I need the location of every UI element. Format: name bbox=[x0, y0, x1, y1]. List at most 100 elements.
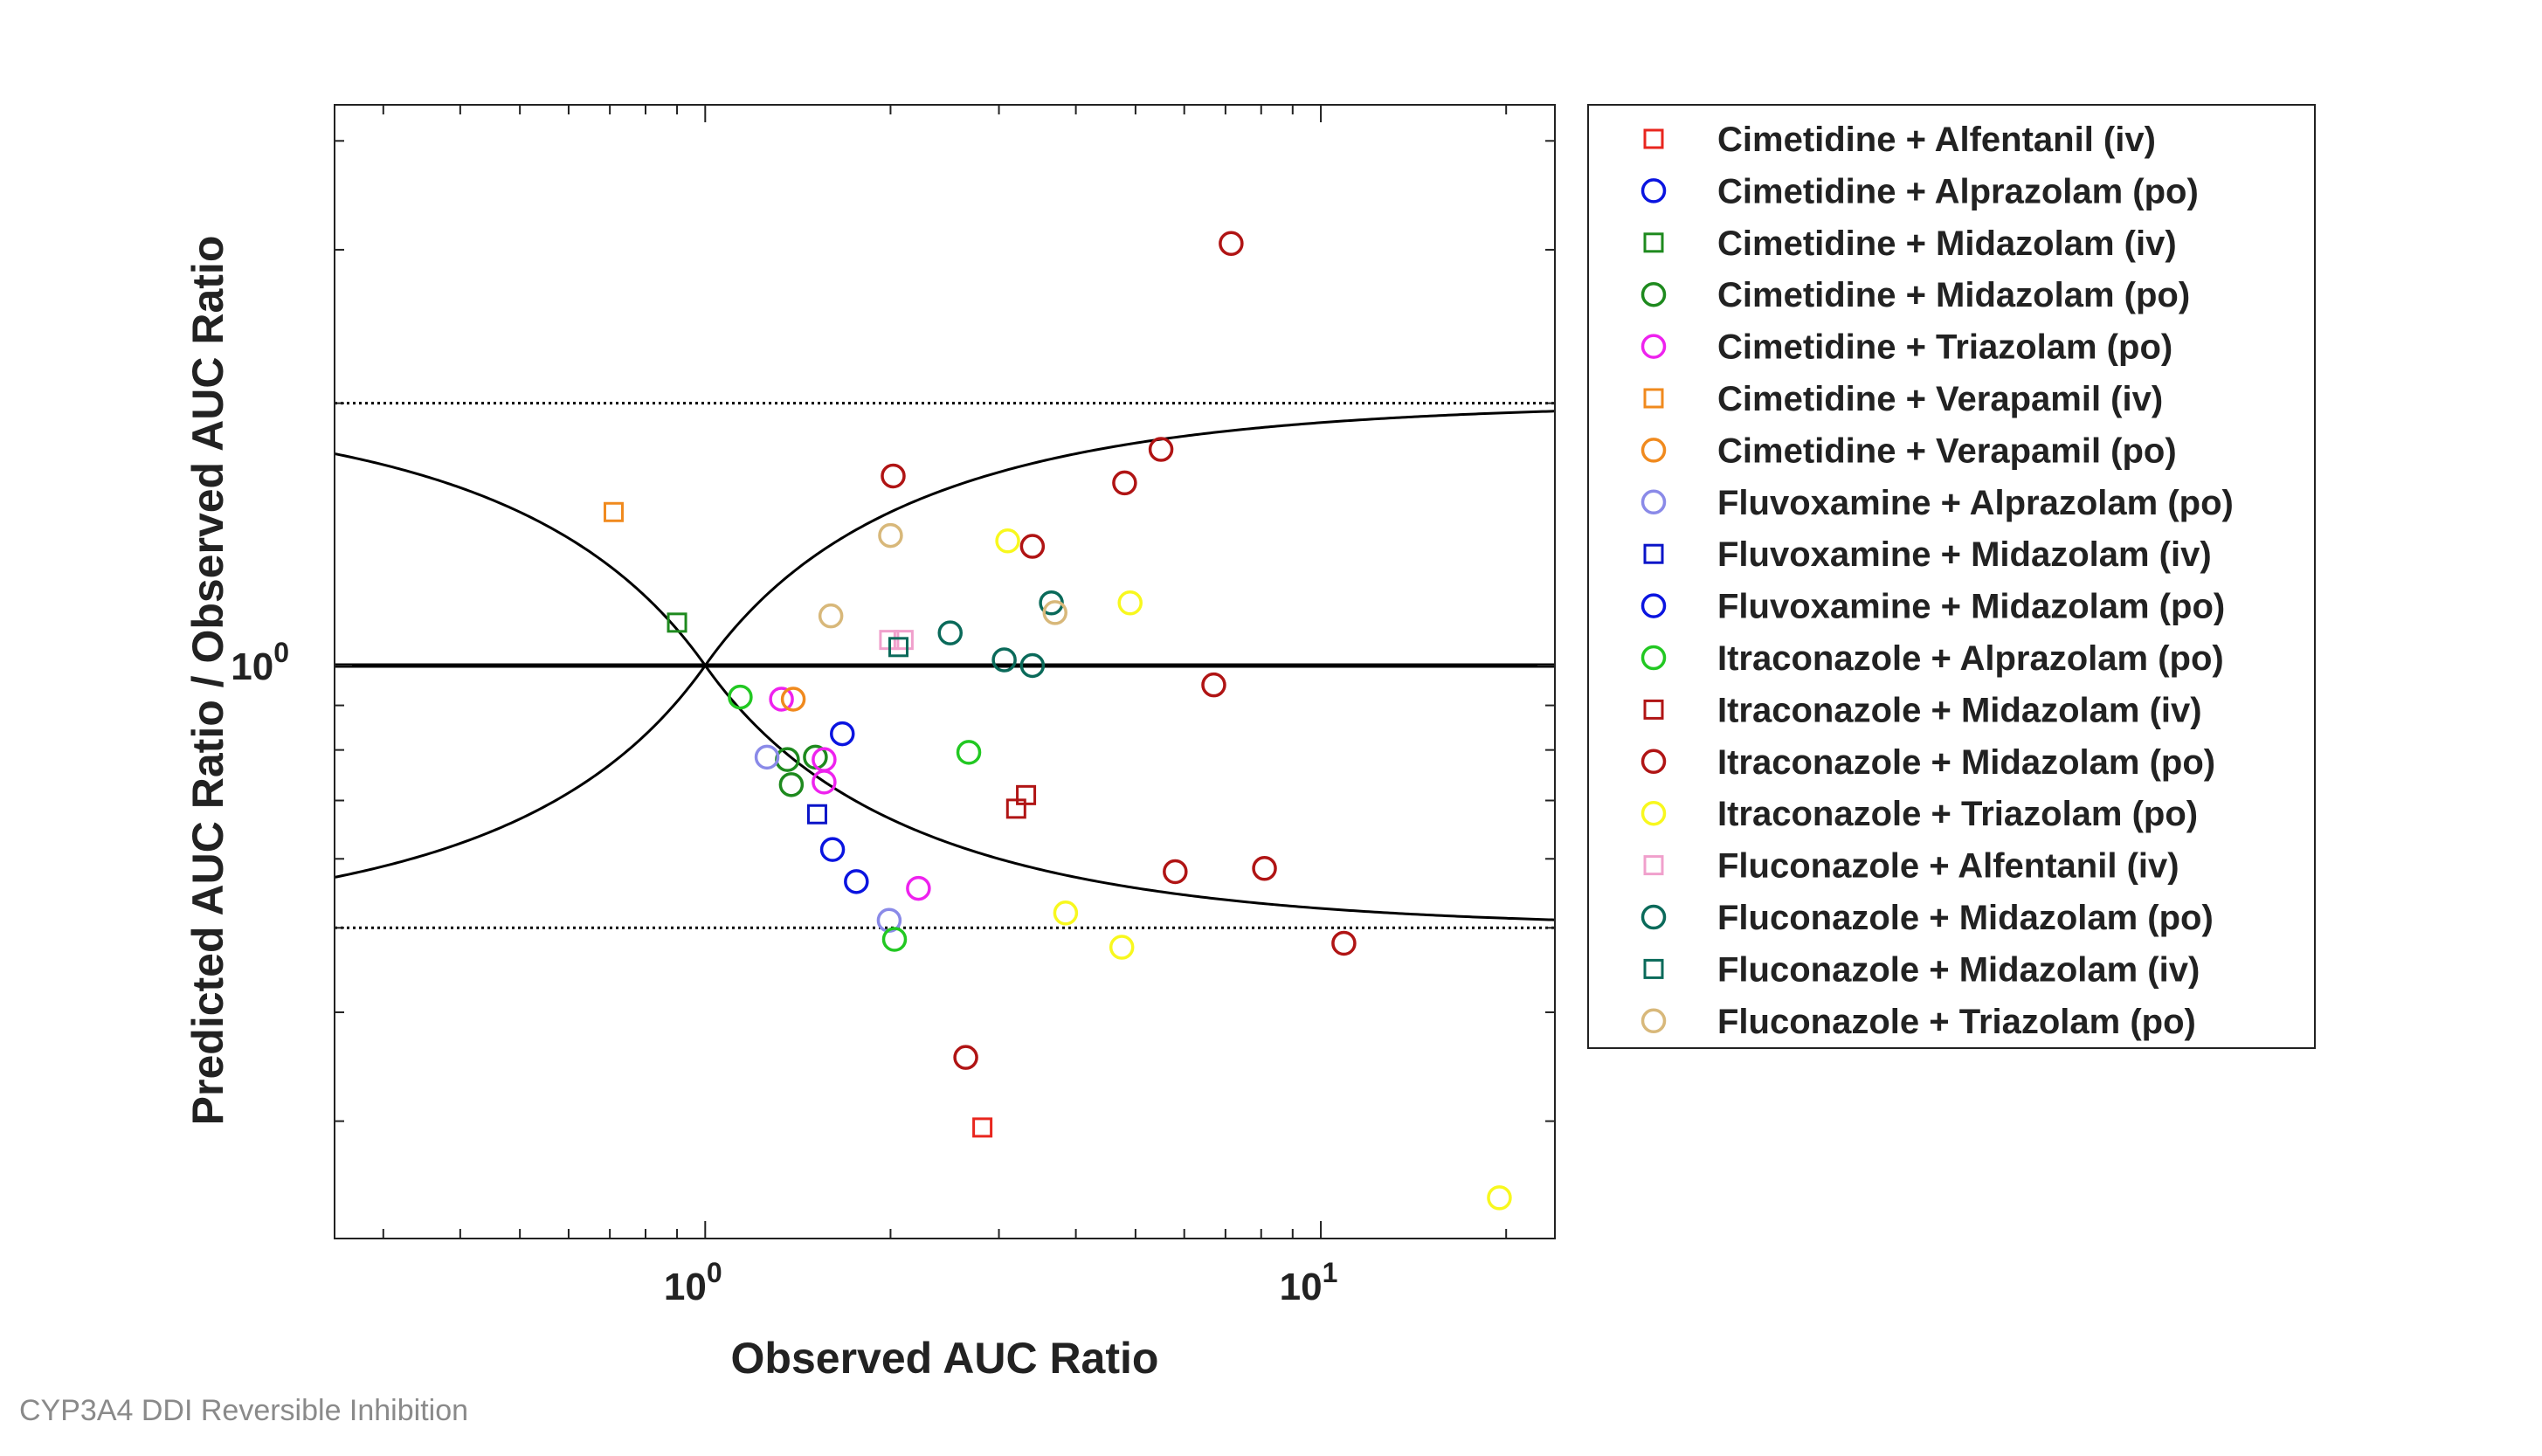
data-point bbox=[1053, 901, 1079, 926]
legend-marker bbox=[1641, 1008, 1667, 1034]
legend-marker bbox=[1641, 334, 1667, 359]
data-point bbox=[1117, 590, 1143, 616]
data-point bbox=[956, 740, 982, 765]
legend-label: Itraconazole + Alprazolam (po) bbox=[1717, 639, 2224, 678]
data-point bbox=[1016, 784, 1037, 805]
legend-marker bbox=[1643, 232, 1664, 253]
data-point bbox=[995, 528, 1020, 554]
legend-entry: Itraconazole + Alprazolam (po) bbox=[1641, 639, 2224, 678]
legend-entry: Cimetidine + Alfentanil (iv) bbox=[1643, 121, 2156, 159]
legend-marker bbox=[1641, 800, 1667, 826]
series-6 bbox=[780, 687, 806, 712]
legend: Cimetidine + Alfentanil (iv) Cimetidine +… bbox=[1587, 104, 2316, 1049]
legend-label: Cimetidine + Verapamil (iv) bbox=[1717, 380, 2163, 418]
data-point bbox=[972, 1117, 993, 1138]
legend-marker bbox=[1641, 904, 1667, 930]
legend-marker bbox=[1643, 699, 1664, 720]
y-axis-label: Predicted AUC Ratio / Observed AUC Ratio bbox=[183, 236, 232, 1126]
series-17 bbox=[818, 522, 1067, 629]
legend-marker bbox=[1641, 645, 1667, 671]
x-tick-label: 101 bbox=[1280, 1257, 1338, 1308]
data-point bbox=[937, 620, 963, 645]
legend-marker bbox=[1643, 543, 1664, 564]
legend-label: Cimetidine + Triazolam (po) bbox=[1717, 328, 2172, 367]
legend-label: Cimetidine + Midazolam (iv) bbox=[1717, 224, 2177, 263]
data-point bbox=[780, 687, 806, 712]
legend-marker bbox=[1641, 178, 1667, 204]
data-point bbox=[1331, 930, 1357, 956]
series-2 bbox=[667, 612, 687, 633]
legend-marker bbox=[1643, 958, 1664, 979]
legend-entry: Cimetidine + Alprazolam (po) bbox=[1641, 172, 2199, 210]
data-point bbox=[754, 744, 780, 770]
legend-entry: Cimetidine + Midazolam (po) bbox=[1641, 276, 2190, 314]
legend-label: Itraconazole + Triazolam (po) bbox=[1717, 795, 2198, 833]
series-12 bbox=[881, 231, 1357, 1070]
data-point bbox=[906, 875, 931, 901]
series-13 bbox=[995, 528, 1512, 1211]
series-16 bbox=[888, 637, 908, 658]
legend-entry: Fluconazole + Midazolam (po) bbox=[1641, 899, 2214, 937]
guest-limit-upper-curve bbox=[335, 410, 1555, 879]
legend-marker bbox=[1643, 388, 1664, 409]
series-10 bbox=[728, 684, 982, 952]
x-axis-label: Observed AUC Ratio bbox=[731, 1334, 1159, 1383]
legend-entry: Cimetidine + Verapamil (iv) bbox=[1643, 380, 2163, 418]
legend-entry: Itraconazole + Midazolam (po) bbox=[1641, 743, 2215, 782]
data-point bbox=[778, 772, 805, 797]
legend-entry: Itraconazole + Triazolam (po) bbox=[1641, 795, 2198, 833]
data-point bbox=[1487, 1185, 1512, 1211]
series-0 bbox=[972, 1117, 993, 1138]
data-point bbox=[812, 769, 837, 795]
data-point bbox=[1019, 652, 1046, 679]
plot-area bbox=[335, 231, 1555, 1211]
legend-label: Fluconazole + Triazolam (po) bbox=[1717, 1003, 2196, 1041]
series-9 bbox=[819, 721, 869, 894]
legend-marker bbox=[1641, 489, 1667, 515]
legend-label: Itraconazole + Midazolam (po) bbox=[1717, 743, 2215, 782]
series-8 bbox=[806, 804, 827, 825]
data-point bbox=[893, 630, 914, 651]
legend-entry: Cimetidine + Triazolam (po) bbox=[1641, 328, 2172, 367]
data-point bbox=[1112, 470, 1137, 496]
legend-marker bbox=[1643, 855, 1664, 876]
legend-label: Fluconazole + Midazolam (iv) bbox=[1717, 950, 2200, 989]
data-point bbox=[881, 927, 908, 952]
data-point bbox=[1163, 859, 1188, 885]
legend-label: Cimetidine + Midazolam (po) bbox=[1717, 276, 2190, 314]
legend-box bbox=[1587, 104, 2316, 1049]
legend-marker bbox=[1641, 593, 1667, 618]
legend-label: Cimetidine + Verapamil (po) bbox=[1717, 431, 2177, 470]
data-point bbox=[991, 647, 1017, 673]
legend-entry: Cimetidine + Verapamil (po) bbox=[1641, 431, 2177, 470]
legend-label: Fluconazole + Midazolam (po) bbox=[1717, 899, 2214, 937]
legend-marker bbox=[1643, 128, 1664, 149]
footer-caption: CYP3A4 DDI Reversible Inhibition bbox=[19, 1394, 469, 1427]
legend-label: Fluvoxamine + Alprazolam (po) bbox=[1717, 484, 2234, 522]
legend-label: Cimetidine + Alprazolam (po) bbox=[1717, 172, 2199, 210]
data-point bbox=[1042, 600, 1067, 625]
data-point bbox=[818, 603, 844, 629]
legend-entry: Fluconazole + Alfentanil (iv) bbox=[1643, 847, 2179, 886]
legend-marker bbox=[1641, 749, 1667, 775]
legend-marker bbox=[1641, 281, 1667, 307]
legend-entry: Fluvoxamine + Midazolam (iv) bbox=[1643, 535, 2212, 574]
y-tick-label: 100 bbox=[231, 637, 289, 688]
data-point bbox=[667, 612, 687, 633]
guest-limit-lower-curve bbox=[335, 452, 1555, 921]
data-point bbox=[806, 804, 827, 825]
data-point bbox=[1148, 437, 1174, 462]
y-tick-label-exponent: 0 bbox=[273, 637, 289, 668]
data-point bbox=[728, 684, 753, 710]
data-point bbox=[1219, 231, 1244, 257]
legend-entry: Fluvoxamine + Alprazolam (po) bbox=[1641, 484, 2234, 522]
legend-label: Fluvoxamine + Midazolam (po) bbox=[1717, 588, 2225, 626]
data-point bbox=[603, 501, 624, 522]
series-5 bbox=[603, 501, 624, 522]
series-4 bbox=[769, 687, 931, 901]
data-point bbox=[881, 463, 906, 489]
data-point bbox=[1109, 935, 1135, 960]
legend-label: Fluvoxamine + Midazolam (iv) bbox=[1717, 535, 2212, 574]
data-point bbox=[888, 637, 908, 658]
